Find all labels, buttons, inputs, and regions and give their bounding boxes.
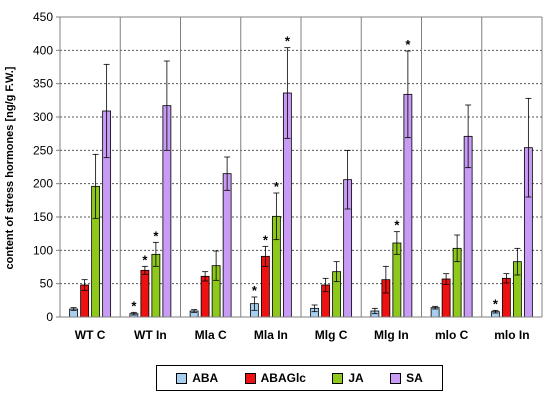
legend-label: SA [406,371,423,385]
y-tick-labels: 0 50 100 150 200 250 300 350 400 450 [33,10,53,324]
category-label: Mlg C [315,328,348,342]
significance-marker: * [142,252,148,267]
error-bar [454,234,461,263]
y-tick-label: 400 [33,43,53,57]
axes [56,16,543,318]
legend: ABA ABAGlc JA SA [156,365,443,391]
significance-marker: * [131,298,137,313]
bar [222,173,232,318]
significance-marker: * [274,179,280,194]
error-bar [92,153,99,219]
error-bar [213,250,220,281]
significance-marker: * [405,37,411,52]
group-separators [119,17,483,317]
significance-marker: * [285,34,291,49]
error-bar [465,104,472,169]
error-bar [322,277,329,293]
error-bar [371,307,378,315]
error-bar [503,273,510,284]
y-tick-label: 350 [33,77,53,91]
bar [140,269,150,318]
error-bar [404,50,411,139]
error-bar [141,265,148,275]
error-bar [81,279,88,291]
category-label: WT C [75,328,106,342]
error-bar [284,47,291,139]
significance-markers: * * * * * * * * * * [131,34,499,314]
error-bar [152,241,159,267]
legend-swatch [244,372,256,384]
legend-entry: JA [332,371,364,385]
legend-label: JA [348,371,364,385]
error-bar [103,63,110,159]
y-tick-label: 200 [33,177,53,191]
y-tick-label: 100 [33,243,53,257]
category-label: mlo C [435,328,469,342]
category-label: Mlg In [374,328,409,342]
significance-marker: * [263,232,269,247]
error-bar [393,231,400,255]
error-bar [525,97,532,198]
legend-swatch [332,372,344,384]
error-bar [382,265,389,294]
error-bar [163,60,170,151]
error-bar [224,156,231,191]
legend-swatch [176,372,188,384]
significance-marker: * [394,218,400,233]
error-bar [262,245,269,267]
y-axis-label: content of stress hormones [ng/g F.W.] [4,66,16,269]
legend-label: ABAGlc [260,371,306,385]
error-bar [344,149,351,210]
error-bar [514,247,521,276]
category-label: WT In [134,328,167,342]
error-bar [333,261,340,283]
category-labels: WT C WT In Mla C Mla In Mlg C Mlg In mlo C mlo … [75,328,530,342]
significance-marker: * [153,228,159,243]
y-tick-label: 450 [33,10,53,24]
category-label: mlo In [494,328,529,342]
category-label: Mla C [195,328,227,342]
y-tick-label: 150 [33,210,53,224]
y-tick-label: 0 [46,310,53,324]
error-bar [70,307,77,311]
significance-marker: * [252,283,258,298]
significance-marker: * [493,296,499,311]
error-bar [443,273,450,285]
legend-label: ABA [192,371,219,385]
error-bar [311,304,318,313]
error-bar [251,296,258,311]
error-bar [273,192,280,241]
y-tick-label: 250 [33,143,53,157]
bar [200,275,210,318]
legend-entry: SA [390,371,423,385]
error-bar [492,309,499,314]
y-tick-label: 300 [33,110,53,124]
error-bar [432,305,439,310]
legend-swatch [390,372,402,384]
category-label: Mla In [254,328,288,342]
error-bars [70,47,532,316]
bar [501,277,511,318]
error-bar [130,311,137,316]
error-bar [191,309,198,313]
y-tick-label: 50 [40,277,54,291]
legend-entry: ABAGlc [244,371,306,385]
legend-entry: ABA [176,371,218,385]
error-bar [202,271,209,282]
